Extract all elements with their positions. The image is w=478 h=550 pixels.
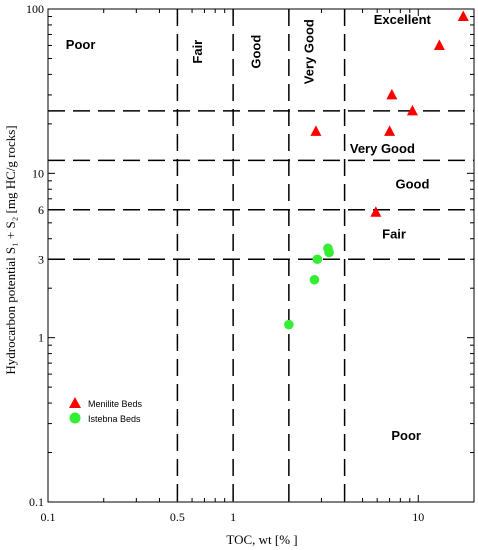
zone-label: Fair (190, 40, 205, 64)
zone-label: Excellent (374, 12, 432, 27)
zone-label: Poor (66, 37, 96, 52)
legend-label-menilite: Menilite Beds (88, 399, 143, 409)
zone-label: Very Good (301, 19, 316, 84)
zone-label: Good (249, 35, 264, 69)
y-tick-label: 6 (38, 203, 44, 217)
menilite-point (370, 206, 382, 217)
y-tick-label: 10 (32, 166, 44, 180)
zone-labels: Poor Fair Good Very Good Excellent Very Good G… (66, 12, 432, 443)
x-tick-label: 0.1 (41, 510, 56, 524)
zone-label: Fair (382, 227, 406, 242)
zone-label: Poor (391, 428, 421, 443)
y-tick-label: 100 (26, 2, 44, 16)
axis-ticks: 0.1 0.5 1 10 0.1 1 3 6 10 100 (26, 2, 475, 524)
legend-label-istebna: Istebna Beds (88, 414, 141, 424)
istebna-point (309, 274, 320, 285)
menilite-point (433, 39, 445, 50)
menilite-point (457, 10, 469, 22)
menilite-point (310, 125, 322, 136)
x-tick-label: 0.5 (170, 510, 185, 524)
istebna-point (312, 254, 323, 265)
y-tick-label: 0.1 (29, 495, 44, 509)
menilite-point (406, 104, 418, 116)
zone-label: Good (395, 176, 429, 191)
zone-label: Very Good (350, 141, 415, 156)
legend-marker-menilite (69, 397, 81, 408)
data-points (284, 10, 469, 330)
menilite-point (386, 88, 398, 100)
classification-boundaries (48, 9, 474, 502)
plot-frame (47, 8, 475, 503)
legend-marker-istebna (69, 412, 81, 424)
legend: Menilite Beds Istebna Beds (69, 397, 143, 424)
istebna-point (284, 319, 294, 330)
x-tick-label: 10 (412, 510, 424, 524)
x-axis-label: TOC, wt [% ] (226, 532, 297, 547)
menilite-point (384, 125, 396, 136)
x-tick-label: 1 (230, 510, 236, 524)
y-axis-label: Hydrocarbon potential S₁ + S₂ [mg HC/g r… (3, 125, 18, 374)
istebna-point (324, 247, 334, 258)
y-tick-label: 3 (38, 252, 44, 266)
y-tick-label: 1 (38, 331, 44, 345)
